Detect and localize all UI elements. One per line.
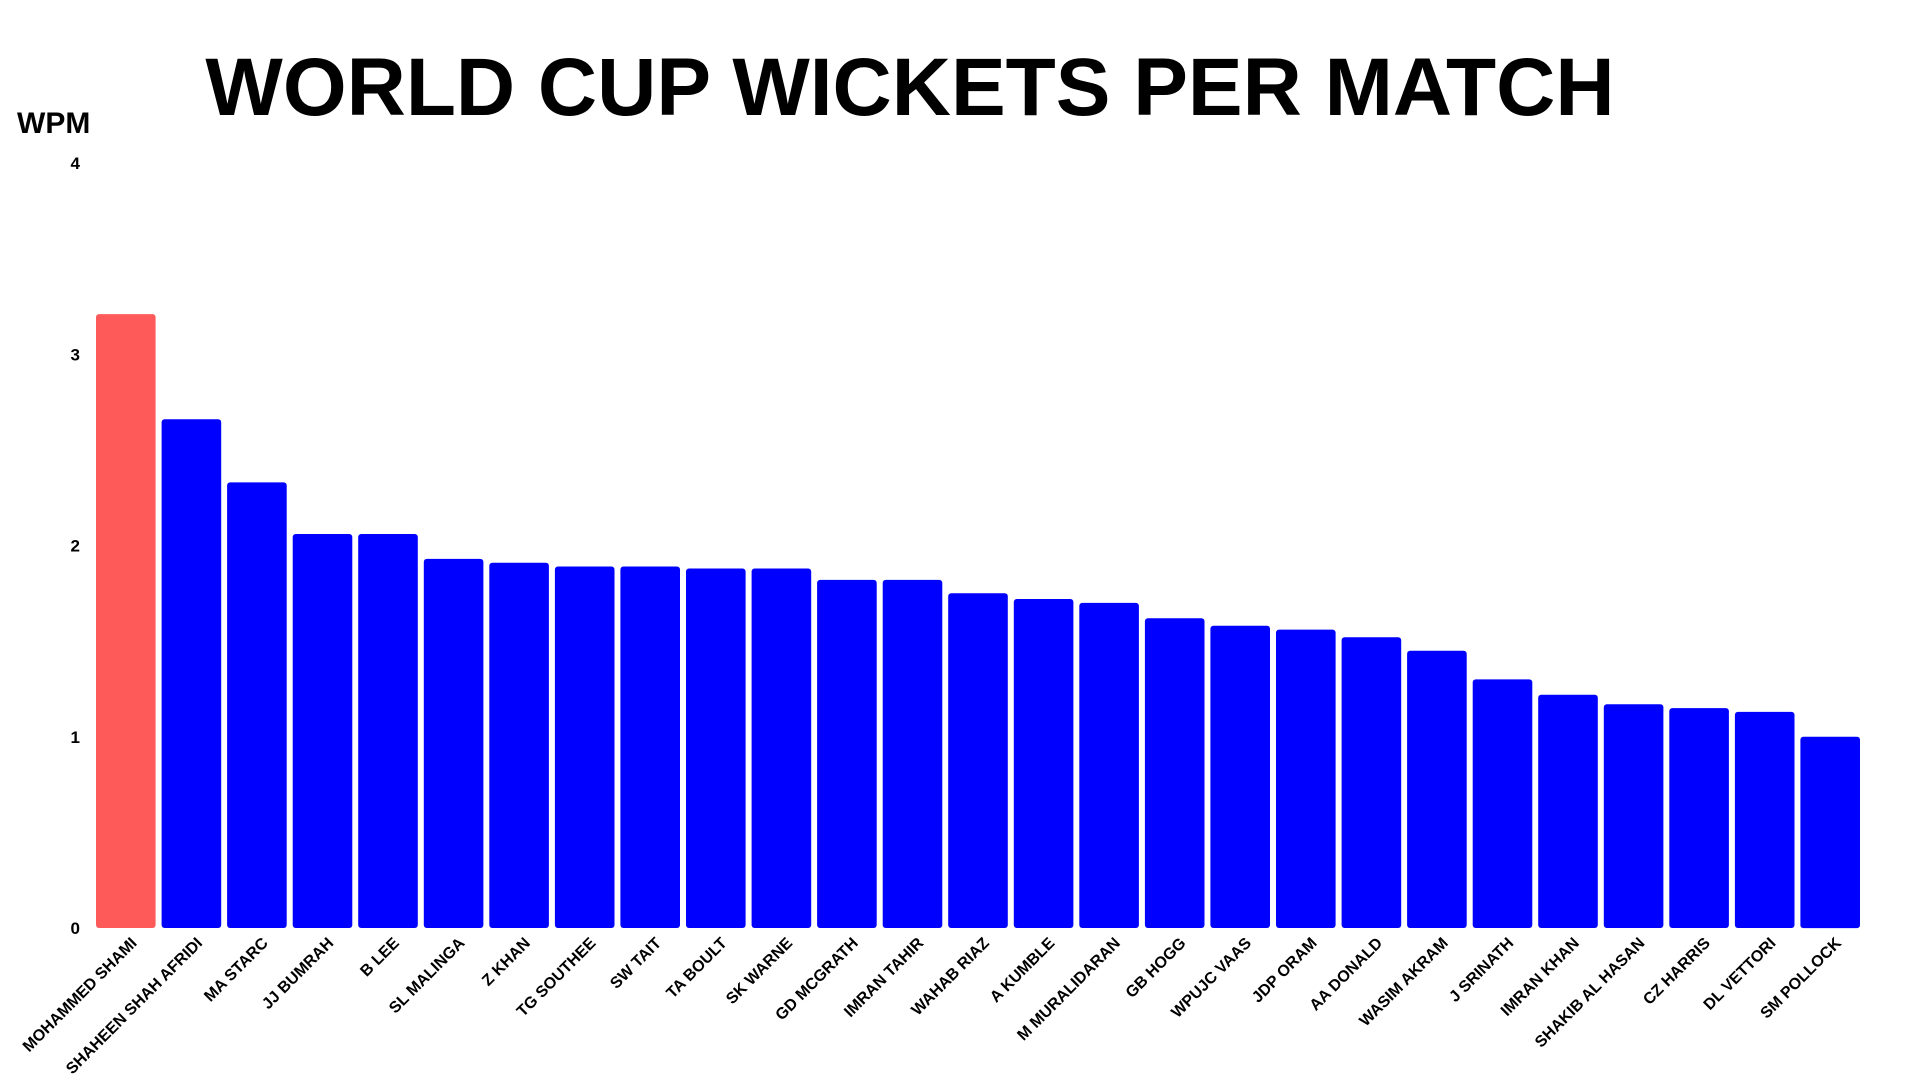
bar <box>1538 694 1598 928</box>
bar <box>1210 625 1270 928</box>
x-tick-label: MOHAMMED SHAMI <box>20 935 141 1056</box>
bar <box>423 558 484 928</box>
bar <box>882 579 943 928</box>
x-tick-label: SHAHEEN SHAH AFRIDI <box>63 935 206 1078</box>
bar <box>161 419 222 928</box>
bar <box>1341 637 1402 928</box>
y-tick-label: 0 <box>71 919 80 938</box>
x-tick-label: Z KHAN <box>479 935 534 990</box>
bar <box>1276 629 1336 928</box>
x-tick-label: CZ HARRIS <box>1640 935 1714 1009</box>
bar <box>620 566 680 928</box>
x-tick-label: SW TAIT <box>607 935 665 993</box>
bar <box>1144 618 1205 928</box>
chart-title: WORLD CUP WICKETS PER MATCH <box>205 42 1614 133</box>
x-tick-label: SK WARNE <box>723 935 796 1008</box>
bar <box>817 579 877 928</box>
x-tick-label: MA STARC <box>201 934 272 1005</box>
y-axis-ticks: 0 1 2 3 4 <box>71 154 81 938</box>
bar <box>1472 679 1533 928</box>
x-tick-label: GB HOGG <box>1123 935 1190 1002</box>
bar <box>1407 650 1467 928</box>
y-tick-label: 2 <box>71 537 80 556</box>
bar <box>1603 704 1664 928</box>
y-tick-label: 3 <box>71 345 80 364</box>
bar <box>1734 711 1795 928</box>
bar <box>292 534 353 928</box>
y-tick-label: 4 <box>71 154 81 173</box>
bar <box>489 562 549 928</box>
bar <box>751 568 812 928</box>
x-tick-label: JDP ORAM <box>1249 935 1321 1007</box>
y-axis-label: WPM <box>17 107 90 140</box>
bar <box>1669 708 1729 928</box>
bar <box>554 566 615 928</box>
bars <box>96 314 1860 929</box>
bar <box>948 593 1008 928</box>
x-tick-label: J SRINATH <box>1446 935 1517 1006</box>
x-tick-label: SHAKIB AL HASAN <box>1532 935 1648 1051</box>
y-tick-label: 1 <box>71 728 80 747</box>
x-tick-label: A KUMBLE <box>987 935 1059 1007</box>
bar <box>686 568 746 928</box>
bar <box>96 314 156 929</box>
x-tick-label: B LEE <box>357 935 403 981</box>
bar <box>1800 736 1860 929</box>
bar <box>358 534 418 928</box>
bar <box>1013 599 1074 928</box>
bar <box>227 482 287 928</box>
x-tick-label: TA BOULT <box>664 935 731 1002</box>
bar <box>1079 602 1139 928</box>
